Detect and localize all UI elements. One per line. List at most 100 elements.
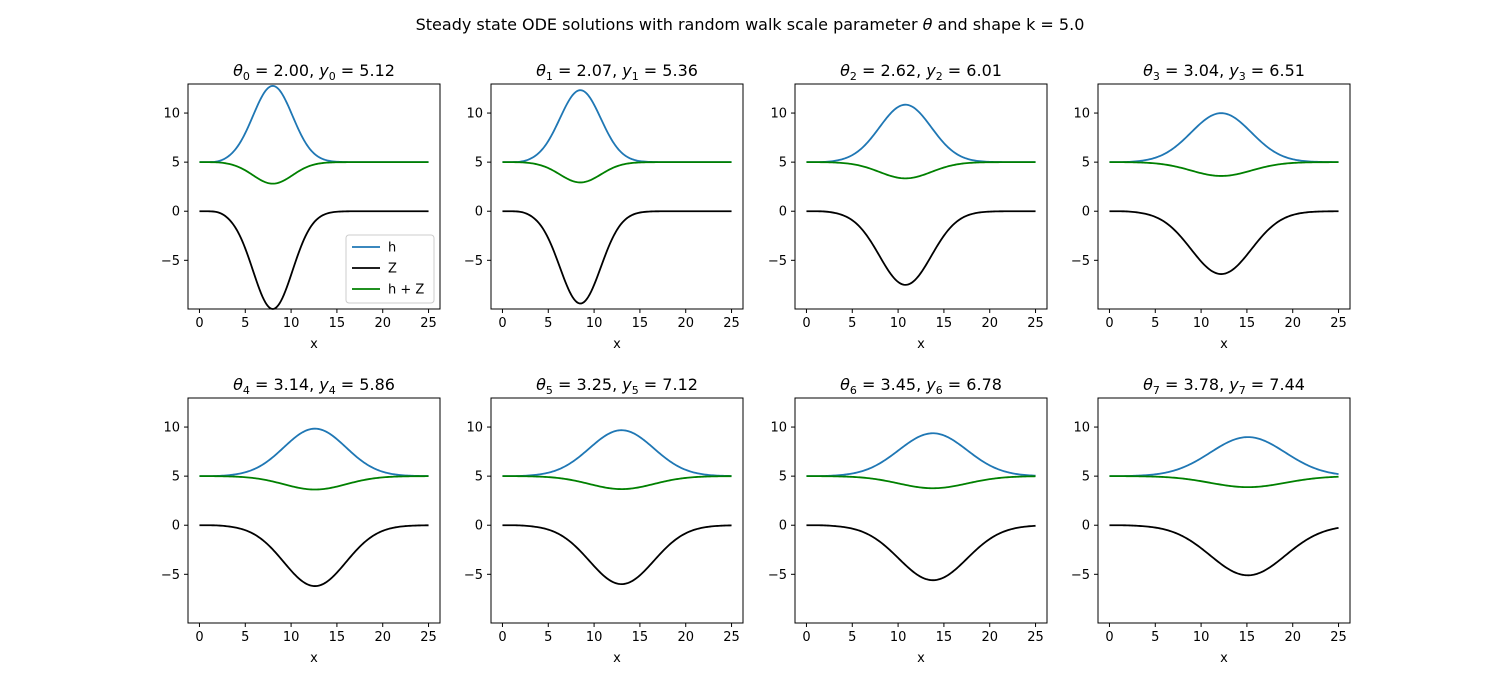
title-y-value: = 5.36 xyxy=(639,61,698,80)
title-theta-symbol: θ xyxy=(1143,61,1153,80)
title-y-index: 6 xyxy=(936,384,943,397)
title-theta-symbol: θ xyxy=(840,375,850,394)
x-tick-label: 20 xyxy=(981,630,998,645)
legend: hZh + Z xyxy=(345,234,435,304)
subplot-title: θ4 = 3.14, y4 = 5.86 xyxy=(233,375,395,397)
figure-suptitle: Steady state ODE solutions with random w… xyxy=(416,15,1085,34)
x-axis-label: x xyxy=(917,337,925,352)
title-theta-index: 4 xyxy=(243,384,250,397)
y-tick-label: 10 xyxy=(466,421,483,436)
series-h-plus-z-line xyxy=(502,161,732,184)
x-tick-label: 5 xyxy=(544,630,552,645)
y-tick-label: 5 xyxy=(475,156,483,171)
series-h-plus-z-line xyxy=(199,161,429,185)
series-z-line xyxy=(199,524,429,587)
x-tick-label: 10 xyxy=(586,630,603,645)
series-h-plus-z-line xyxy=(199,475,429,491)
x-tick-label: 25 xyxy=(420,316,437,331)
x-tick-label: 10 xyxy=(283,630,300,645)
x-tick-label: 5 xyxy=(241,316,249,331)
x-tick-label: 5 xyxy=(241,630,249,645)
x-axis-label: x xyxy=(613,337,621,352)
axes-frame xyxy=(1097,397,1351,624)
x-tick-label: 5 xyxy=(848,630,856,645)
x-tick-label: 15 xyxy=(632,630,649,645)
title-theta-index: 7 xyxy=(1153,384,1160,397)
y-tick-label: 5 xyxy=(475,470,483,485)
title-y-symbol: y xyxy=(318,375,329,394)
subplot-grid: θ0 = 2.00, y0 = 5.120 5 10 15 20 25−50510xhZh… xyxy=(161,61,1351,666)
x-tick-label: 0 xyxy=(498,316,506,331)
title-theta-value: = 3.45, xyxy=(857,375,926,394)
y-tick-label: 10 xyxy=(770,107,787,122)
legend-label: Z xyxy=(388,262,397,277)
title-y-symbol: y xyxy=(925,61,936,80)
title-theta-symbol: θ xyxy=(233,61,243,80)
series-z-line xyxy=(1109,210,1339,275)
title-y-index: 5 xyxy=(632,384,639,397)
title-y-value: = 6.78 xyxy=(943,375,1002,394)
series-h-line xyxy=(1109,436,1339,478)
title-y-value: = 7.12 xyxy=(639,375,698,394)
x-tick-label: 25 xyxy=(1330,316,1347,331)
title-theta-symbol: θ xyxy=(536,375,546,394)
series-z-line xyxy=(806,524,1036,582)
axes-frame xyxy=(490,397,744,624)
y-tick-label: 10 xyxy=(163,421,180,436)
x-tick-label: 10 xyxy=(586,316,603,331)
series-h-plus-z-line xyxy=(1109,475,1339,489)
axes-frame xyxy=(187,397,441,624)
series-z-line xyxy=(806,210,1036,286)
y-tick-label: 0 xyxy=(475,205,483,220)
x-tick-label: 0 xyxy=(498,630,506,645)
y-tick-label: 5 xyxy=(779,470,787,485)
title-theta-symbol: θ xyxy=(840,61,850,80)
series-h-line xyxy=(502,429,732,478)
x-axis-label: x xyxy=(613,651,621,666)
x-tick-label: 5 xyxy=(544,316,552,331)
title-y-symbol: y xyxy=(621,61,632,80)
y-tick-label: −5 xyxy=(464,254,483,269)
y-tick-label: 5 xyxy=(172,156,180,171)
y-tick-label: 10 xyxy=(163,107,180,122)
title-y-index: 3 xyxy=(1239,70,1246,83)
title-y-index: 0 xyxy=(329,70,336,83)
x-tick-label: 25 xyxy=(723,316,740,331)
x-tick-label: 0 xyxy=(1105,630,1113,645)
title-theta-index: 5 xyxy=(546,384,553,397)
x-axis-label: x xyxy=(1220,651,1228,666)
title-y-value: = 5.86 xyxy=(336,375,395,394)
title-y-symbol: y xyxy=(1228,61,1239,80)
x-tick-label: 15 xyxy=(1239,630,1256,645)
suptitle-theta-symbol: θ xyxy=(923,15,933,34)
x-axis-label: x xyxy=(1220,337,1228,352)
series-h-line xyxy=(1109,112,1339,164)
x-tick-label: 15 xyxy=(936,316,953,331)
title-y-symbol: y xyxy=(318,61,329,80)
y-tick-label: 10 xyxy=(770,421,787,436)
y-tick-label: −5 xyxy=(1071,568,1090,583)
title-y-index: 2 xyxy=(936,70,943,83)
title-y-index: 1 xyxy=(632,70,639,83)
y-tick-label: 5 xyxy=(779,156,787,171)
x-tick-label: 15 xyxy=(1239,316,1256,331)
y-tick-label: 10 xyxy=(1073,107,1090,122)
title-y-symbol: y xyxy=(621,375,632,394)
y-tick-label: 10 xyxy=(466,107,483,122)
x-tick-label: 15 xyxy=(632,316,649,331)
title-theta-index: 0 xyxy=(243,70,250,83)
series-z-line xyxy=(502,210,732,305)
y-tick-label: 0 xyxy=(172,205,180,220)
subplot-title: θ1 = 2.07, y1 = 5.36 xyxy=(536,61,698,83)
subplot-title: θ0 = 2.00, y0 = 5.12 xyxy=(233,61,395,83)
y-tick-label: −5 xyxy=(161,568,180,583)
y-tick-label: 0 xyxy=(779,519,787,534)
x-tick-label: 0 xyxy=(1105,316,1113,331)
series-h-plus-z-line xyxy=(1109,161,1339,177)
title-theta-value: = 3.04, xyxy=(1160,61,1229,80)
series-h-line xyxy=(806,432,1036,478)
